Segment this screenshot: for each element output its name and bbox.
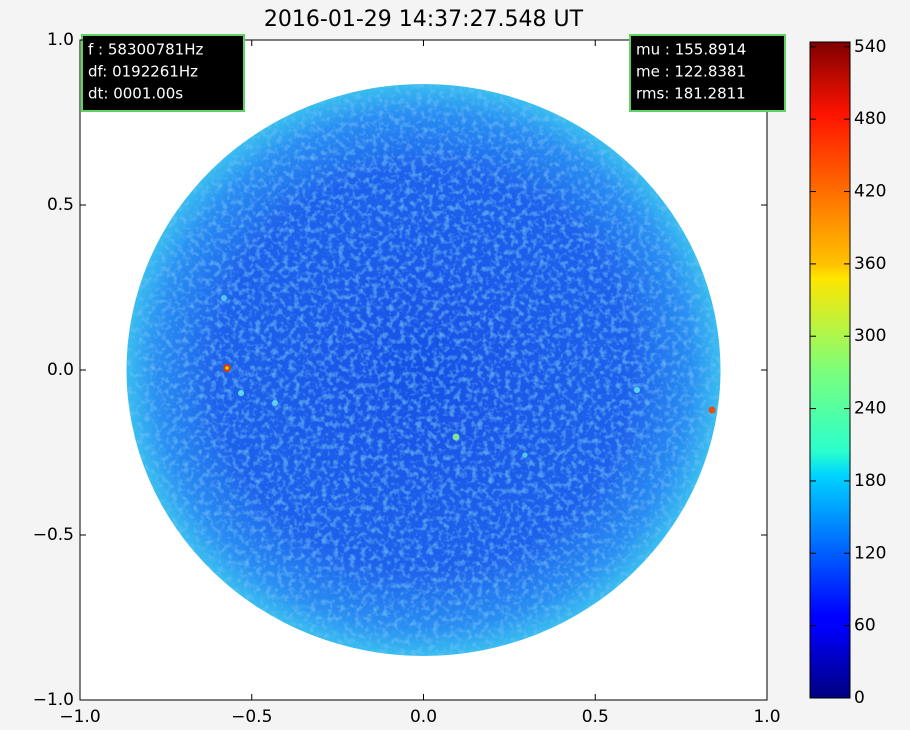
y-tick-label: 1.0 bbox=[47, 30, 74, 50]
sources bbox=[221, 295, 716, 458]
annotation-box bbox=[81, 34, 245, 112]
x-tick-label: −0.5 bbox=[231, 707, 272, 727]
y-tick-label: 0.5 bbox=[47, 195, 74, 215]
annotation-right: mu : 155.8914 me : 122.8381 rms: 181.281… bbox=[629, 34, 786, 112]
x-tick-label: 0.0 bbox=[410, 707, 437, 727]
colorbar bbox=[809, 41, 851, 699]
annotation-text: rms: 181.2811 bbox=[636, 85, 746, 103]
y-tick-label: −0.5 bbox=[33, 525, 74, 545]
x-tick-label: 0.5 bbox=[582, 707, 609, 727]
colorbar-tick-label: 0 bbox=[854, 688, 865, 708]
colorbar-tick-label: 480 bbox=[854, 109, 886, 129]
colorbar-tick-label: 60 bbox=[854, 616, 876, 636]
annotation-text: mu : 155.8914 bbox=[636, 41, 746, 59]
y-tick-label: −1.0 bbox=[33, 690, 74, 710]
annotation-text: me : 122.8381 bbox=[636, 63, 746, 81]
colorbar-tick-label: 300 bbox=[854, 326, 886, 346]
annotation-text: dt: 0001.00s bbox=[88, 85, 183, 103]
annotation-left: f : 58300781Hz df: 0192261Hz dt: 0001.00… bbox=[81, 34, 245, 112]
colorbar-tick-label: 180 bbox=[854, 471, 886, 491]
chart-title: 2016-01-29 14:37:27.548 UT bbox=[264, 7, 584, 32]
colorbar-tick-label: 540 bbox=[854, 37, 886, 57]
y-tick-label: 0.0 bbox=[47, 360, 74, 380]
colorbar-tick-label: 240 bbox=[854, 399, 886, 419]
annotation-text: f : 58300781Hz bbox=[88, 41, 203, 59]
colorbar-tick-label: 120 bbox=[854, 543, 886, 563]
annotation-text: df: 0192261Hz bbox=[88, 63, 198, 81]
x-tick-label: 1.0 bbox=[753, 707, 780, 727]
x-tick-label: −1.0 bbox=[59, 707, 100, 727]
sky-disc bbox=[126, 84, 721, 656]
annotation-box bbox=[629, 34, 786, 112]
colorbar-tick-label: 360 bbox=[854, 254, 886, 274]
colorbar-tick-label: 420 bbox=[854, 182, 886, 202]
